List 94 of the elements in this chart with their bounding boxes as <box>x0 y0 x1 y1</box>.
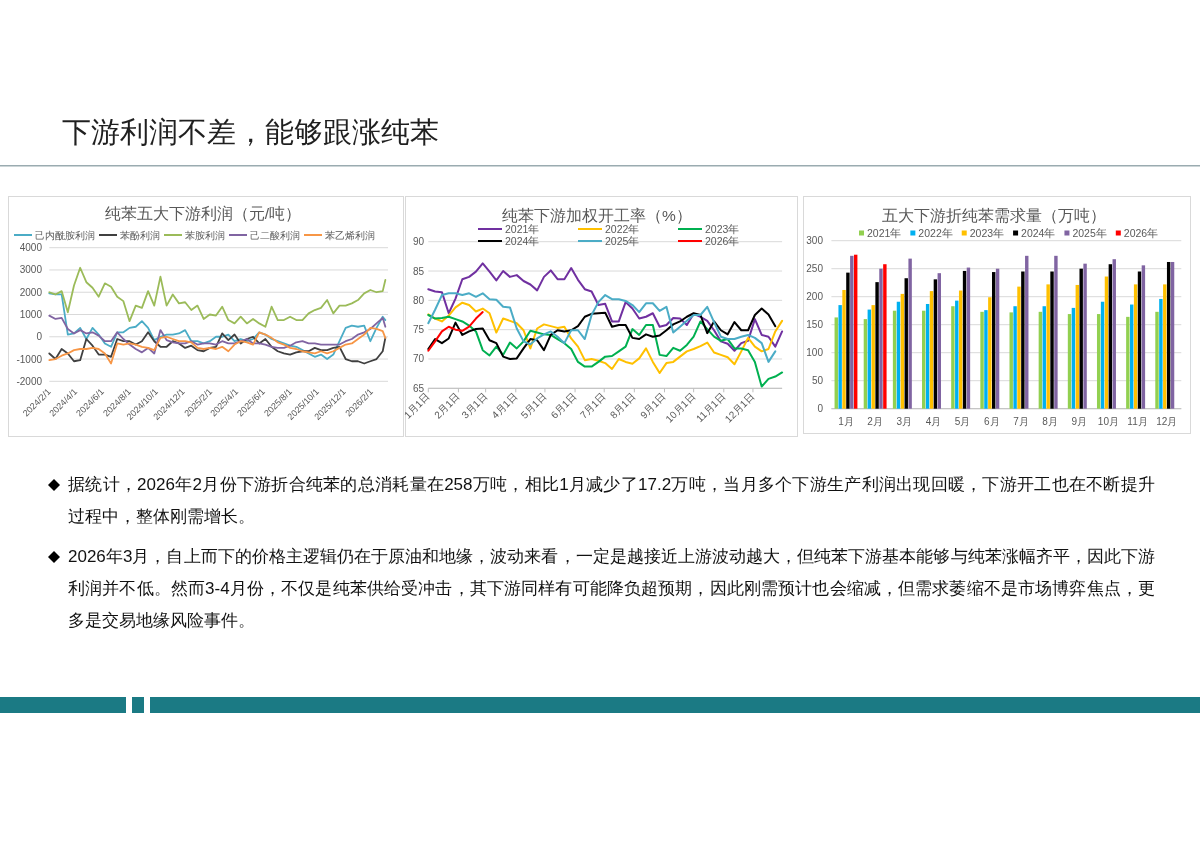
legend-label: 2026年 <box>705 235 740 247</box>
legend-label: 2023年 <box>969 227 1005 239</box>
y-tick-label: 100 <box>806 347 824 359</box>
legend-label: 2026年 <box>1123 227 1159 239</box>
legend-label: 苯胺利润 <box>185 229 225 241</box>
line-series <box>48 314 387 355</box>
text: 2026年3月，自上而下的价格主逻辑仍在于原油和地缘，波动来看，一定是越接近上游波动越大，但纯苯下游基本能够与纯苯涨幅齐平，因此下游利润并不低。然而3-4月份，不仅是纯苯供给受冲击，其下游同样有可能降负超预期，因此刚需预计也会缩减，但需求萎缩不是市场博弈焦点，更多是交易地缘风险事件。 <box>68 547 1155 630</box>
bar <box>1013 306 1017 409</box>
bar <box>1159 298 1163 409</box>
y-tick-label: 50 <box>811 375 824 387</box>
legend-label: 2023年 <box>705 223 740 235</box>
chart-title: 纯苯下游加权开工率（%） <box>502 207 692 224</box>
x-tick-label: 5月 <box>954 416 971 427</box>
bar <box>1021 271 1025 409</box>
bar <box>1054 255 1058 409</box>
y-tick-label: 300 <box>806 235 824 247</box>
bar <box>1155 311 1159 409</box>
y-tick-label: 65 <box>412 382 425 394</box>
bar <box>984 310 988 409</box>
legend-label: 2025年 <box>1072 227 1107 239</box>
bar <box>1017 286 1021 409</box>
legend-label: 2022年 <box>918 227 953 239</box>
bar <box>1050 271 1054 409</box>
y-tick-label: 0 <box>36 331 43 343</box>
x-tick-label: 8月1日 <box>607 390 638 421</box>
legend-label: 2024年 <box>1021 227 1056 239</box>
x-tick-label: 3月1日 <box>459 390 490 421</box>
y-tick-label: 150 <box>806 319 824 331</box>
bar <box>980 311 984 409</box>
line-series <box>427 307 777 360</box>
x-tick-label: 6月 <box>983 416 1000 427</box>
legend-label: 己内酰胺利润 <box>35 229 95 241</box>
x-tick-label: 4月 <box>925 416 942 427</box>
y-tick-label: 200 <box>806 291 824 303</box>
text: 据统计，2026年2月份下游折合纯苯的总消耗量在258万吨，相比1月减少了17.2万吨，当月多个下游生产利润出现回暖，下游开工也在不断提升过程中，整体刚需增长。 <box>68 475 1155 526</box>
legend-label: 2021年 <box>505 223 540 235</box>
bar <box>838 305 842 409</box>
line-series <box>48 266 387 328</box>
legend-label: 己二酸利润 <box>250 229 300 241</box>
y-tick-label: 80 <box>412 294 425 306</box>
bar <box>1083 263 1087 409</box>
y-tick-label: -2000 <box>16 375 43 387</box>
x-tick-label: 8月 <box>1042 416 1058 427</box>
y-tick-label: 90 <box>412 236 425 248</box>
x-tick-label: 1月 <box>838 416 854 427</box>
chart-title: 纯苯五大下游利润（元/吨） <box>104 205 302 222</box>
y-tick-label: 3000 <box>19 264 43 276</box>
y-tick-label: 250 <box>806 263 824 275</box>
text: 下游利润不差，能够跟涨纯苯 <box>62 115 440 149</box>
bar <box>842 289 846 409</box>
legend-label: 2024年 <box>505 235 540 247</box>
bar <box>883 264 887 409</box>
x-tick-label: 2月 <box>867 416 883 427</box>
line-series <box>48 292 387 360</box>
legend-label: 2025年 <box>605 235 640 247</box>
bar <box>846 272 850 409</box>
legend-label: 苯乙烯利润 <box>325 229 375 241</box>
x-tick-label: 12月 <box>1156 416 1178 427</box>
x-tick-label: 7月1日 <box>577 390 608 421</box>
bar <box>988 297 992 409</box>
y-tick-label: 4000 <box>19 242 43 254</box>
x-tick-label: 6月1日 <box>548 390 579 421</box>
y-tick-label: -1000 <box>16 353 43 365</box>
legend-label: 2022年 <box>605 223 640 235</box>
bar <box>908 258 912 409</box>
y-tick-label: 1000 <box>19 309 43 320</box>
x-tick-label: 4月1日 <box>489 390 520 421</box>
x-tick-label: 10月 <box>1097 416 1119 427</box>
bar <box>879 268 883 409</box>
bar <box>875 282 879 409</box>
bar <box>1046 284 1050 409</box>
x-tick-label: 9月 <box>1071 416 1088 427</box>
line-series <box>427 311 484 352</box>
bar <box>951 306 955 409</box>
x-tick-label: 2月1日 <box>432 390 462 421</box>
y-tick-label: 2000 <box>19 286 43 298</box>
bar <box>850 255 854 409</box>
legend-label: 2021年 <box>867 227 902 239</box>
y-tick-label: 0 <box>817 403 824 415</box>
line-series <box>427 292 777 363</box>
y-tick-label: 70 <box>412 353 425 365</box>
bar <box>871 305 875 409</box>
y-tick-label: 75 <box>412 324 425 336</box>
chart-title: 五大下游折纯苯需求量（万吨） <box>882 207 1106 224</box>
bar <box>1126 316 1130 409</box>
line-series <box>427 301 784 375</box>
x-tick-label: 11月 <box>1127 416 1148 427</box>
y-tick-label: 85 <box>412 265 425 277</box>
x-tick-label: 3月 <box>896 416 913 427</box>
x-tick-label: 5月1日 <box>518 390 549 421</box>
line-series <box>427 262 784 352</box>
legend-label: 苯酚利润 <box>120 229 160 241</box>
x-tick-label: 7月 <box>1013 416 1029 427</box>
bar <box>1079 268 1083 409</box>
